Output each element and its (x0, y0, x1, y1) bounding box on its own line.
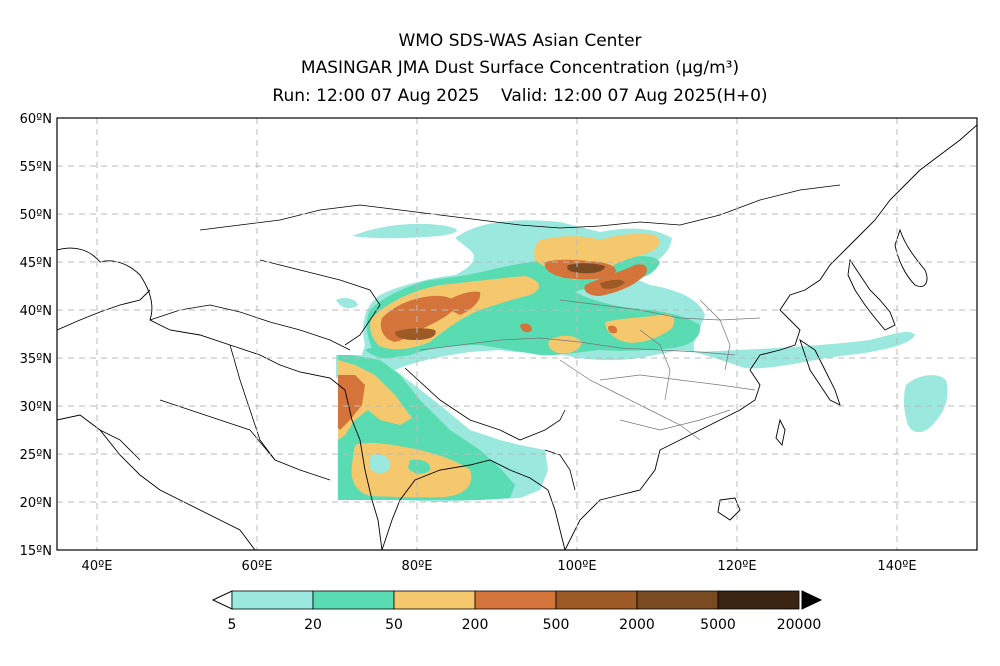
coastline-layer (57, 124, 977, 550)
country-border-layer (99, 184, 841, 491)
colorbar-labels: 5 20 50 200 500 2000 5000 20000 (228, 617, 822, 633)
lon-tick-label: 120ºE (717, 559, 756, 574)
grid-lines (57, 118, 977, 550)
colorbar-min-arrow (211, 590, 233, 610)
lon-axis: 40ºE 60ºE 80ºE 100ºE 120ºE 140ºE (82, 559, 917, 574)
colorbar-label: 200 (462, 617, 489, 633)
lat-axis: 60ºN 55ºN 50ºN 45ºN 40ºN 35ºN 30ºN 25ºN … (20, 112, 52, 559)
lat-tick-label: 20ºN (20, 496, 52, 511)
lat-tick-label: 45ºN (20, 256, 52, 271)
colorbar-max-arrow (801, 590, 823, 610)
dust-field-layer (336, 220, 948, 502)
colorbar-label: 5000 (700, 617, 736, 633)
colorbar-swatch (474, 590, 557, 610)
colorbar-label: 20 (304, 617, 322, 633)
lon-tick-label: 40ºE (82, 559, 113, 574)
title-line-1: WMO SDS-WAS Asian Center (398, 31, 642, 51)
lon-tick-label: 60ºE (242, 559, 273, 574)
colorbar-label: 5 (228, 617, 237, 633)
lat-tick-label: 50ºN (20, 208, 52, 223)
lat-tick-label: 25ºN (20, 448, 52, 463)
lon-tick-label: 100ºE (557, 559, 596, 574)
colorbar: 5 20 50 200 500 2000 5000 20000 (211, 590, 823, 633)
colorbar-swatch (717, 590, 800, 610)
colorbar-label: 2000 (619, 617, 655, 633)
lon-tick-label: 140ºE (877, 559, 916, 574)
lat-tick-label: 15ºN (20, 544, 52, 559)
colorbar-boxes (231, 590, 800, 610)
title-line-3: Run: 12:00 07 Aug 2025 Valid: 12:00 07 A… (272, 86, 768, 106)
lat-tick-label: 60ºN (20, 112, 52, 127)
colorbar-swatch (312, 590, 395, 610)
title-line-2: MASINGAR JMA Dust Surface Concentration … (300, 58, 740, 78)
lat-tick-label: 40ºN (20, 304, 52, 319)
colorbar-swatch (636, 590, 719, 610)
colorbar-label: 500 (543, 617, 570, 633)
lon-tick-label: 80ºE (402, 559, 433, 574)
colorbar-swatch (555, 590, 638, 610)
lat-tick-label: 55ºN (20, 160, 52, 175)
colorbar-label: 20000 (777, 617, 822, 633)
map-frame (56, 117, 978, 551)
colorbar-swatch (393, 590, 476, 610)
colorbar-swatch (231, 590, 314, 610)
colorbar-label: 50 (385, 617, 403, 633)
lat-tick-label: 30ºN (20, 400, 52, 415)
lat-tick-label: 35ºN (20, 352, 52, 367)
